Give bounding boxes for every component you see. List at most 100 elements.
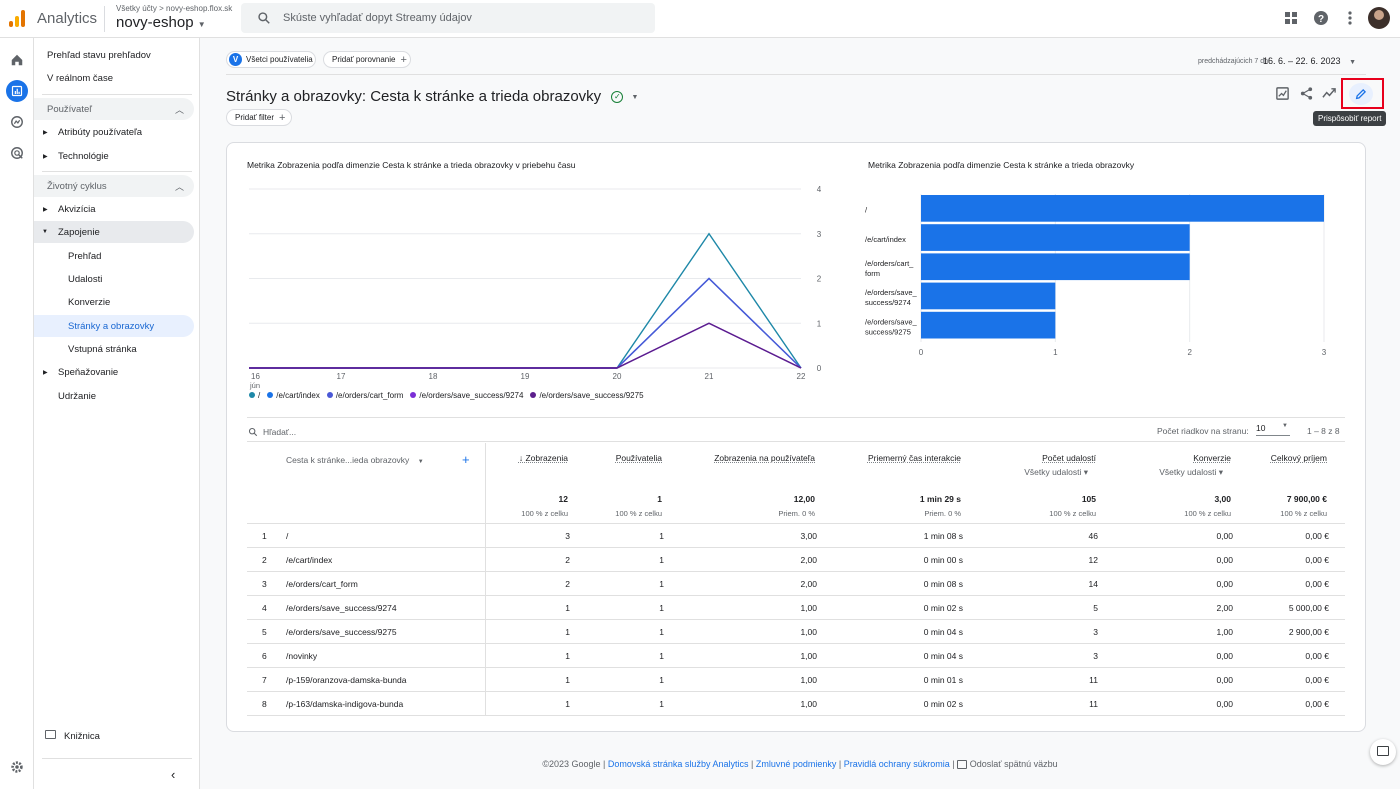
collapse-chevron-left-icon[interactable]: ‹ [171,767,176,782]
nav-technology[interactable]: ▶ Technológie [34,145,194,167]
nav-reports-snapshot[interactable]: Prehľad stavu prehľadov [47,49,151,61]
nav-library[interactable]: Knižnica [34,725,194,747]
dimension-header[interactable]: Cesta k stránke...ieda obrazovky ▼ [286,455,424,465]
table-row[interactable]: 1 / 3 1 3,00 1 min 08 s 46 0,00 0,00 € [247,523,1345,547]
nav-section-label: Používateľ [47,103,93,115]
nav-pages-and-screens[interactable]: Stránky a obrazovky [34,315,194,337]
nav-monetization[interactable]: ▶ Speňažovanie [34,361,194,383]
line-chart-y-tick: 4 [817,185,822,194]
footer-link-privacy[interactable]: Pravidlá ochrany súkromia [843,759,950,769]
avatar[interactable] [1368,7,1390,29]
add-dimension-button[interactable]: + [462,452,470,467]
row-page-path[interactable]: /e/orders/save_success/9275 [286,627,397,637]
nav-landing-page[interactable]: Vstupná stránka [68,343,137,355]
add-comparison-button[interactable]: Pridať porovnanie + [323,51,411,68]
add-filter-button[interactable]: Pridať filter + [226,109,292,126]
column-header[interactable]: Používatelia [615,453,662,463]
breadcrumb-all-accounts[interactable]: Všetky účty [116,4,157,13]
advertising-icon[interactable] [6,142,28,164]
bar[interactable] [921,253,1190,281]
line-series[interactable] [249,322,802,369]
row-metric-value: 3 [1093,651,1098,661]
table-row[interactable]: 5/e/orders/save_success/9275 1 1 1,00 0 min … [247,619,1345,643]
nav-engagement[interactable]: ▼ Zapojenie [34,221,194,243]
table-row[interactable]: 8/p-163/damska-indigova-bunda 1 1 1,00 0 min… [247,691,1345,715]
more-vert-icon[interactable] [1342,10,1358,26]
nav-user-attributes[interactable]: ▶ Atribúty používateľa [34,121,194,143]
bar[interactable] [921,311,1056,339]
footer-link-terms[interactable]: Zmluvné podmienky [755,759,837,769]
apps-grid-icon[interactable] [1283,10,1299,26]
table-row[interactable]: 7/p-159/oranzova-damska-bunda 1 1 1,00 0 min… [247,667,1345,691]
row-page-path[interactable]: /e/orders/save_success/9274 [286,603,397,613]
row-metric-value: 1 [565,627,570,637]
app-name[interactable]: Analytics [37,10,98,27]
settings-gear-icon[interactable] [6,756,28,778]
row-page-path[interactable]: /p-159/oranzova-damska-bunda [286,675,407,685]
nav-events[interactable]: Udalosti [68,273,103,285]
row-page-path[interactable]: /novinky [286,651,318,661]
insights-chart-icon[interactable] [1275,86,1290,101]
nav-section-lifecycle[interactable]: Životný cyklus ︿ [34,175,194,197]
row-page-path[interactable]: /p-163/damska-indigova-bunda [286,699,404,709]
feedback-chat-button[interactable] [1370,739,1396,765]
legend-item[interactable]: /e/orders/save_success/9275 [530,391,644,400]
breadcrumb-account[interactable]: novy-eshop.flox.sk [166,4,233,13]
line-series[interactable] [249,232,802,369]
footer-link-analytics-home[interactable]: Domovská stránka služby Analytics [607,759,749,769]
legend-item[interactable]: /e/orders/save_success/9274 [410,391,523,400]
bar[interactable] [921,224,1190,251]
column-event-filter-dropdown[interactable]: Všetky udalosti ▾ [1024,467,1088,477]
row-metric-value: 1,00 [800,651,817,661]
home-icon[interactable] [6,49,28,71]
column-header[interactable]: Priemerný čas interakcie [867,453,961,463]
check-circle-icon[interactable]: ✓ [611,91,624,104]
nav-retention[interactable]: Udržanie [58,390,97,402]
legend-item[interactable]: /e/cart/index [267,391,320,400]
line-series[interactable] [249,322,802,369]
column-header[interactable]: Počet udalostí [1042,453,1096,463]
share-icon[interactable] [1299,86,1314,101]
table-row[interactable]: 6/novinky 1 1 1,00 0 min 04 s 3 0,00 0,00 € [247,643,1345,667]
search-box[interactable]: Skúste vyhľadať dopyt Streamy údajov [241,3,655,33]
table-row[interactable]: 2/e/cart/index 2 1 2,00 0 min 00 s 12 0,00 0,00… [247,547,1345,571]
help-icon[interactable]: ? [1313,10,1329,26]
table-row[interactable]: 4/e/orders/save_success/9274 1 1 1,00 0 min … [247,595,1345,619]
explore-icon[interactable] [6,111,28,133]
reports-icon[interactable] [6,80,28,102]
property-selector[interactable]: novy-eshop ▼ [116,14,206,31]
table-row[interactable]: 3/e/orders/cart_form 2 1 2,00 0 min 08 s 14 0,… [247,571,1345,595]
analytics-logo-icon[interactable] [8,9,26,27]
title-caret-down-icon[interactable]: ▼ [631,93,639,101]
segment-chip-all-users[interactable]: V Všetci používatelia [226,51,316,68]
breadcrumb[interactable]: Všetky účty > novy-eshop.flox.sk [116,4,232,13]
column-event-filter-dropdown[interactable]: Všetky udalosti ▾ [1159,467,1223,477]
column-header[interactable]: Celkový príjem [1270,453,1327,463]
legend-item[interactable]: / [249,391,260,400]
column-header[interactable]: Zobrazenia na používateľa [714,453,815,463]
nav-engagement-overview[interactable]: Prehľad [68,250,102,262]
row-page-path[interactable]: / [286,531,289,541]
customize-report-button[interactable] [1349,83,1373,105]
row-page-path[interactable]: /e/orders/cart_form [286,579,358,589]
compare-trend-icon[interactable] [1322,86,1337,101]
column-header[interactable]: ↓ Zobrazenia [518,453,568,463]
nav-realtime[interactable]: V reálnom čase [47,72,114,84]
table-search-input[interactable]: Hľadať... [263,427,297,437]
rows-per-page-select[interactable]: 10 ▼ [1256,423,1290,436]
bar-chart[interactable]: 0 1 2 3 / /e/cart/index/e/orders/cart_ form/e/… [865,188,1345,373]
bar-chart-x-tick: 0 [919,348,924,357]
date-range-picker[interactable]: 16. 6. – 22. 6. 2023 ▼ [1263,56,1356,66]
nav-section-user[interactable]: Používateľ ︿ [34,98,194,120]
legend-item[interactable]: /e/orders/cart_form [326,391,403,400]
line-chart[interactable]: 0 1 2 3 4 16 17 18 19 20 21 22 jún [245,181,845,411]
bar[interactable] [921,195,1324,222]
nav-acquisition[interactable]: ▶ Akvizícia [34,198,194,220]
nav-conversions[interactable]: Konverzie [68,296,111,308]
footer-feedback-link[interactable]: Odoslať spätnú väzbu [969,759,1058,769]
row-metric-value: 2 [565,555,570,565]
bar[interactable] [921,282,1056,310]
row-page-path[interactable]: /e/cart/index [286,555,333,565]
column-header[interactable]: Konverzie [1193,453,1231,463]
caret-right-icon: ▶ [43,206,48,213]
